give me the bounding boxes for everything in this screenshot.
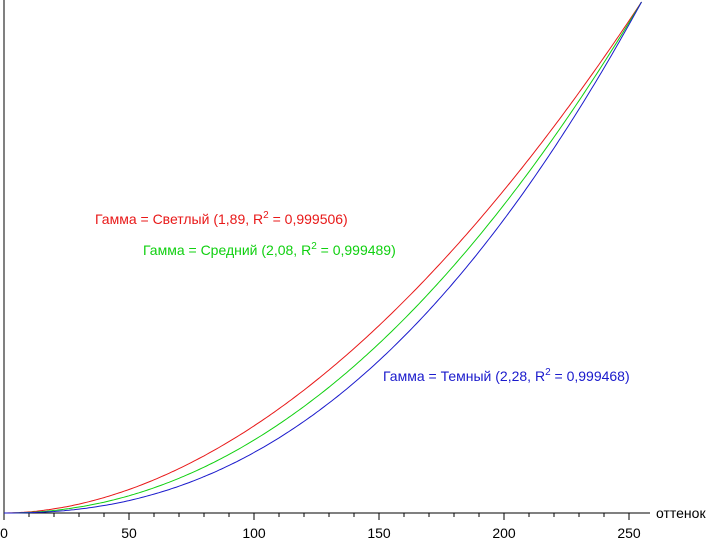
x-axis-label: оттенок [656,505,706,521]
x-tick-label: 50 [121,525,137,541]
series-line-light [4,1,642,514]
x-ticks [3,513,630,520]
series-lines [4,1,642,514]
series-line-dark [4,1,642,514]
x-tick-label: 250 [617,525,641,541]
series-label-dark: Гамма = Темный (2,28, R2 = 0,999468) [383,367,630,384]
series-label-medium: Гамма = Средний (2,08, R2 = 0,999489) [143,241,396,258]
x-tick-label: 100 [242,525,266,541]
series-labels: Гамма = Светлый (1,89, R2 = 0,999506) Га… [95,210,630,384]
series-label-light: Гамма = Светлый (1,89, R2 = 0,999506) [95,210,348,227]
series-line-medium [4,1,642,514]
x-tick-label: 150 [367,525,391,541]
x-tick-labels: 0 50 100 150 200 250 [0,525,641,541]
x-tick-label: 200 [492,525,516,541]
x-tick-label: 0 [0,525,8,541]
